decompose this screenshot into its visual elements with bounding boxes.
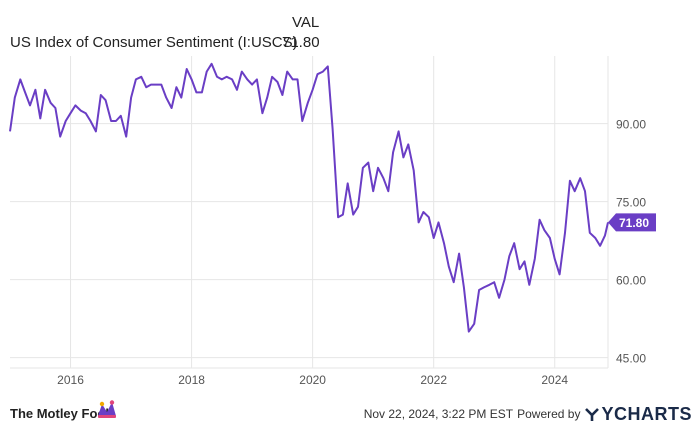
chart-grid [10, 56, 609, 369]
ycharts-chevron-icon [585, 408, 600, 421]
y-tick-label: 75.00 [616, 196, 646, 210]
x-tick-label: 2020 [299, 373, 326, 387]
powered-by-label: Powered by [517, 407, 581, 421]
y-tick-label: 90.00 [616, 118, 646, 132]
series-name: US Index of Consumer Sentiment (I:USCS) [10, 34, 298, 51]
x-tick-label: 2022 [420, 373, 447, 387]
y-tick-label: 45.00 [616, 352, 646, 366]
series-group [9, 62, 609, 333]
y-tick-label: 60.00 [616, 274, 646, 288]
last-value-badge: 71.80 [608, 213, 656, 232]
y-axis: 45.00 60.00 75.00 90.00 [616, 118, 646, 366]
ycharts-wordmark: YCHARTS [601, 403, 692, 424]
ycharts-logo: YCHARTS [584, 404, 692, 425]
x-axis: 2016 2018 2020 2022 2024 [57, 373, 568, 387]
brand-name: The Motley Fool [10, 406, 109, 421]
x-tick-label: 2024 [541, 373, 568, 387]
last-value-badge-shape [608, 213, 656, 232]
x-tick-label: 2016 [57, 373, 84, 387]
chart-legend: VAL US Index of Consumer Sentiment (I:US… [10, 10, 350, 51]
motley-fool-logo: The Motley Fool [10, 396, 130, 422]
timestamp: Nov 22, 2024, 3:22 PM EST [363, 407, 514, 421]
x-tick-label: 2018 [178, 373, 205, 387]
value-column-header: VAL [292, 14, 320, 31]
series-line [9, 62, 609, 333]
jester-hat-icon [98, 400, 116, 418]
series-latest-value: 71.80 [282, 34, 320, 51]
last-value-label: 71.80 [619, 216, 649, 230]
footer-attribution: Nov 22, 2024, 3:22 PM EST Powered by YCH… [364, 402, 692, 426]
